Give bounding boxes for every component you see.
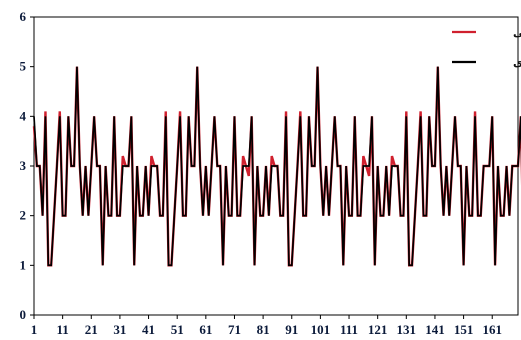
x-axis: 1 11 21 31 41 51 61 71 81 91 101 111 121 131 141 151 161 — [31, 315, 502, 337]
series-layer — [32, 66, 521, 267]
x-tick-label: 71 — [228, 322, 241, 337]
x-tick-label: 91 — [285, 322, 298, 337]
y-tick-label: 2 — [20, 208, 27, 223]
x-tick-label: 141 — [425, 322, 445, 337]
x-tick-label: 121 — [368, 322, 388, 337]
x-tick-label: 151 — [454, 322, 474, 337]
x-tick-label: 111 — [340, 322, 358, 337]
x-tick-label: 161 — [482, 322, 502, 337]
x-tick-label: 51 — [171, 322, 184, 337]
y-tick-label: 4 — [20, 108, 27, 123]
x-tick-label: 61 — [199, 322, 212, 337]
x-tick-label: 81 — [257, 322, 270, 337]
x-tick-label: 101 — [311, 322, 331, 337]
y-tick-label: 0 — [20, 307, 27, 322]
x-tick-label: 131 — [397, 322, 417, 337]
x-tick-label: 31 — [113, 322, 126, 337]
y-tick-label: 3 — [20, 158, 27, 173]
x-tick-label: 11 — [56, 322, 68, 337]
legend-label-calculated: محاسباتی — [513, 26, 521, 39]
x-tick-label: 1 — [31, 322, 38, 337]
legend: محاسباتی مشاهده‌ای — [452, 26, 521, 69]
y-tick-label: 1 — [20, 257, 27, 272]
x-tick-label: 41 — [142, 322, 155, 337]
y-tick-label: 6 — [20, 9, 27, 24]
y-tick-label: 5 — [20, 59, 27, 74]
series-line-observed — [33, 66, 521, 267]
legend-label-observed: مشاهده‌ای — [513, 56, 521, 69]
x-tick-label: 21 — [85, 322, 98, 337]
y-axis: 0 1 2 3 4 5 6 — [20, 9, 34, 322]
